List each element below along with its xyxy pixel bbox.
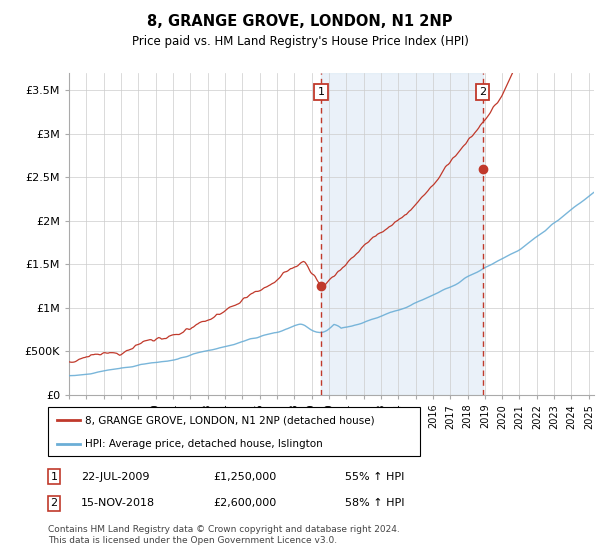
Text: 58% ↑ HPI: 58% ↑ HPI [345, 498, 404, 508]
Text: 2: 2 [479, 87, 486, 97]
Bar [321, 73, 482, 395]
Text: Contains HM Land Registry data © Crown copyright and database right 2024.
This d: Contains HM Land Registry data © Crown c… [48, 525, 400, 545]
Text: £1,250,000: £1,250,000 [213, 472, 276, 482]
Text: 8, GRANGE GROVE, LONDON, N1 2NP (detached house): 8, GRANGE GROVE, LONDON, N1 2NP (detache… [85, 416, 375, 426]
Text: Price paid vs. HM Land Registry's House Price Index (HPI): Price paid vs. HM Land Registry's House … [131, 35, 469, 48]
Text: 1: 1 [50, 472, 58, 482]
Text: 1: 1 [317, 87, 325, 97]
Text: 2: 2 [50, 498, 58, 508]
Text: HPI: Average price, detached house, Islington: HPI: Average price, detached house, Isli… [85, 439, 323, 449]
Text: 15-NOV-2018: 15-NOV-2018 [81, 498, 155, 508]
Text: 55% ↑ HPI: 55% ↑ HPI [345, 472, 404, 482]
FancyBboxPatch shape [48, 407, 420, 456]
Text: £2,600,000: £2,600,000 [213, 498, 276, 508]
Text: 8, GRANGE GROVE, LONDON, N1 2NP: 8, GRANGE GROVE, LONDON, N1 2NP [147, 14, 453, 29]
Text: 22-JUL-2009: 22-JUL-2009 [81, 472, 149, 482]
